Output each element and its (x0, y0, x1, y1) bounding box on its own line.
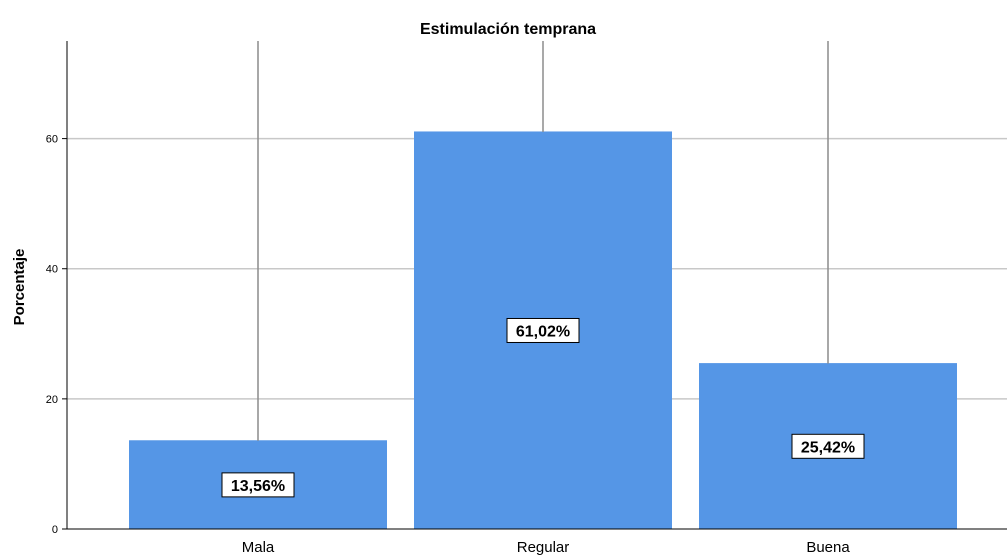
chart-title: Estimulación temprana (420, 21, 596, 38)
y-axis-label: Porcentaje (11, 249, 28, 326)
data-label-text: 13,56% (231, 478, 285, 495)
y-tick-label-60: 60 (46, 134, 58, 146)
data-label-mala: 13,56% (221, 472, 295, 498)
x-tick-label-buena: Buena (806, 539, 850, 556)
data-labels: 13,56% 61,02% 25,42% (221, 317, 865, 498)
y-tick-label-40: 40 (46, 264, 58, 276)
error-lines (257, 41, 829, 441)
y-tick-label-20: 20 (46, 394, 58, 406)
data-label-text: 61,02% (516, 323, 570, 340)
data-label-box (506, 317, 580, 343)
data-label-box (221, 472, 295, 498)
data-label-text: 25,42% (801, 439, 855, 456)
x-tick-label-regular: Regular (517, 539, 570, 556)
data-label-regular: 61,02% (506, 317, 580, 343)
x-tick-label-mala: Mala (242, 539, 275, 556)
data-label-buena: 25,42% (791, 433, 865, 459)
y-tick-label-0: 0 (52, 524, 58, 536)
axes: 0 20 40 60 Mala Regular Buena (46, 41, 1007, 556)
data-label-box (791, 433, 865, 459)
